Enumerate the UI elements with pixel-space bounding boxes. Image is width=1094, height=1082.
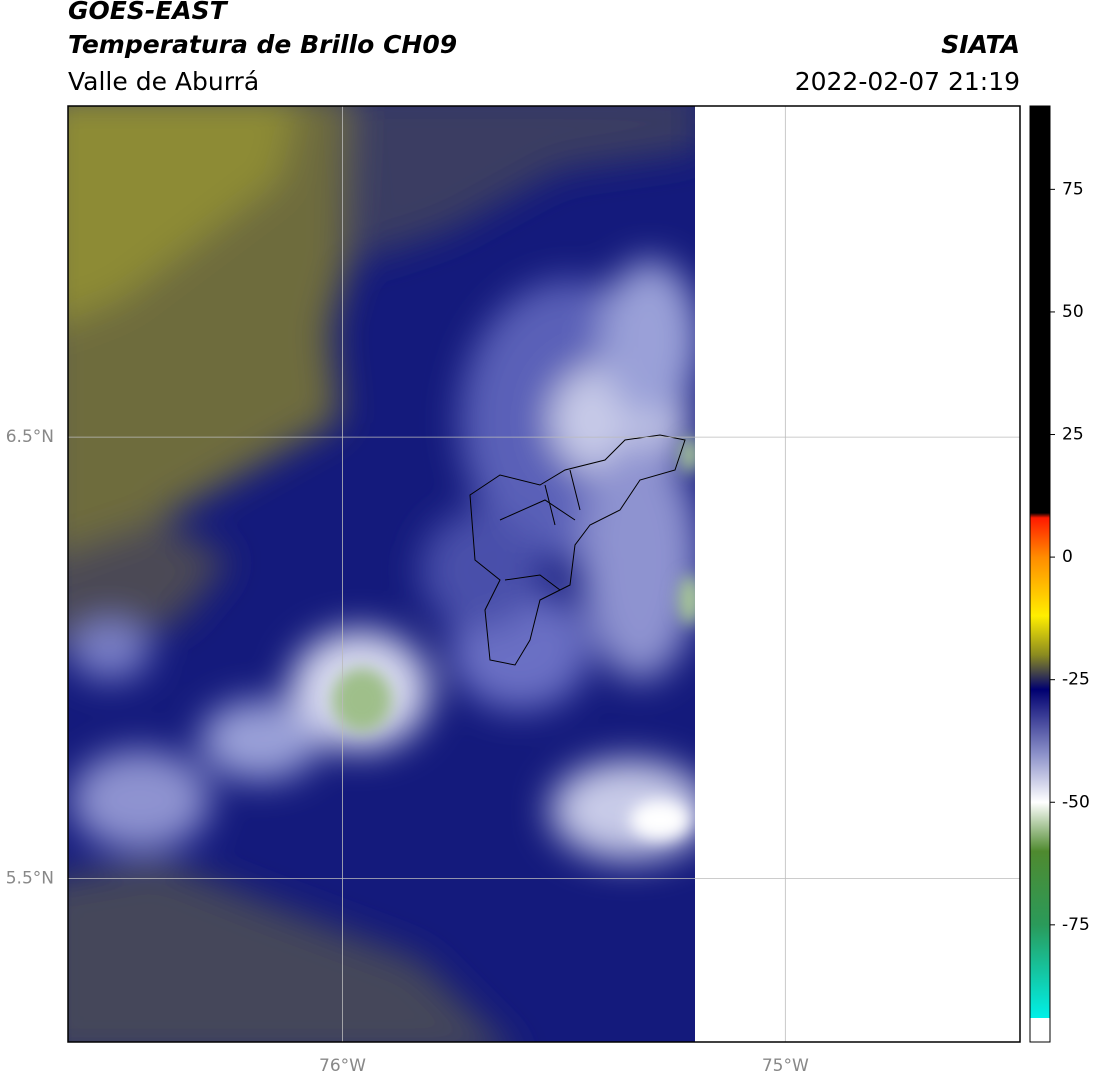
colorbar-under xyxy=(1030,1018,1050,1042)
satellite-image xyxy=(68,106,695,1042)
colorbar-tick-label: 0 xyxy=(1062,547,1073,567)
source: SIATA xyxy=(941,30,1020,59)
colorbar-tick-label: -25 xyxy=(1062,670,1090,690)
colorbar-tick-label: -50 xyxy=(1062,792,1090,812)
colorbar-tick-label: 50 xyxy=(1062,302,1084,322)
datetime: 2022-02-07 21:19 xyxy=(795,67,1020,96)
colorbar-frame xyxy=(1029,105,1051,1043)
y-tick-label: 6.5°N xyxy=(6,427,54,447)
x-tick-label: 76°W xyxy=(319,1056,366,1076)
map-frame xyxy=(67,105,1021,1043)
title: GOES-EAST xyxy=(68,0,229,25)
y-tick-label: 5.5°N xyxy=(6,869,54,889)
grid xyxy=(68,106,1020,1042)
colorbar-tick-label: 75 xyxy=(1062,179,1084,199)
subtitle: Temperatura de Brillo CH09 xyxy=(68,30,457,59)
colorbar-tick-label: 25 xyxy=(1062,425,1084,445)
region: Valle de Aburrá xyxy=(68,67,259,96)
x-tick-label: 75°W xyxy=(762,1056,809,1076)
colorbar xyxy=(1030,106,1050,1018)
municipal-boundaries xyxy=(469,434,686,666)
colorbar-tick-label: -75 xyxy=(1062,915,1090,935)
